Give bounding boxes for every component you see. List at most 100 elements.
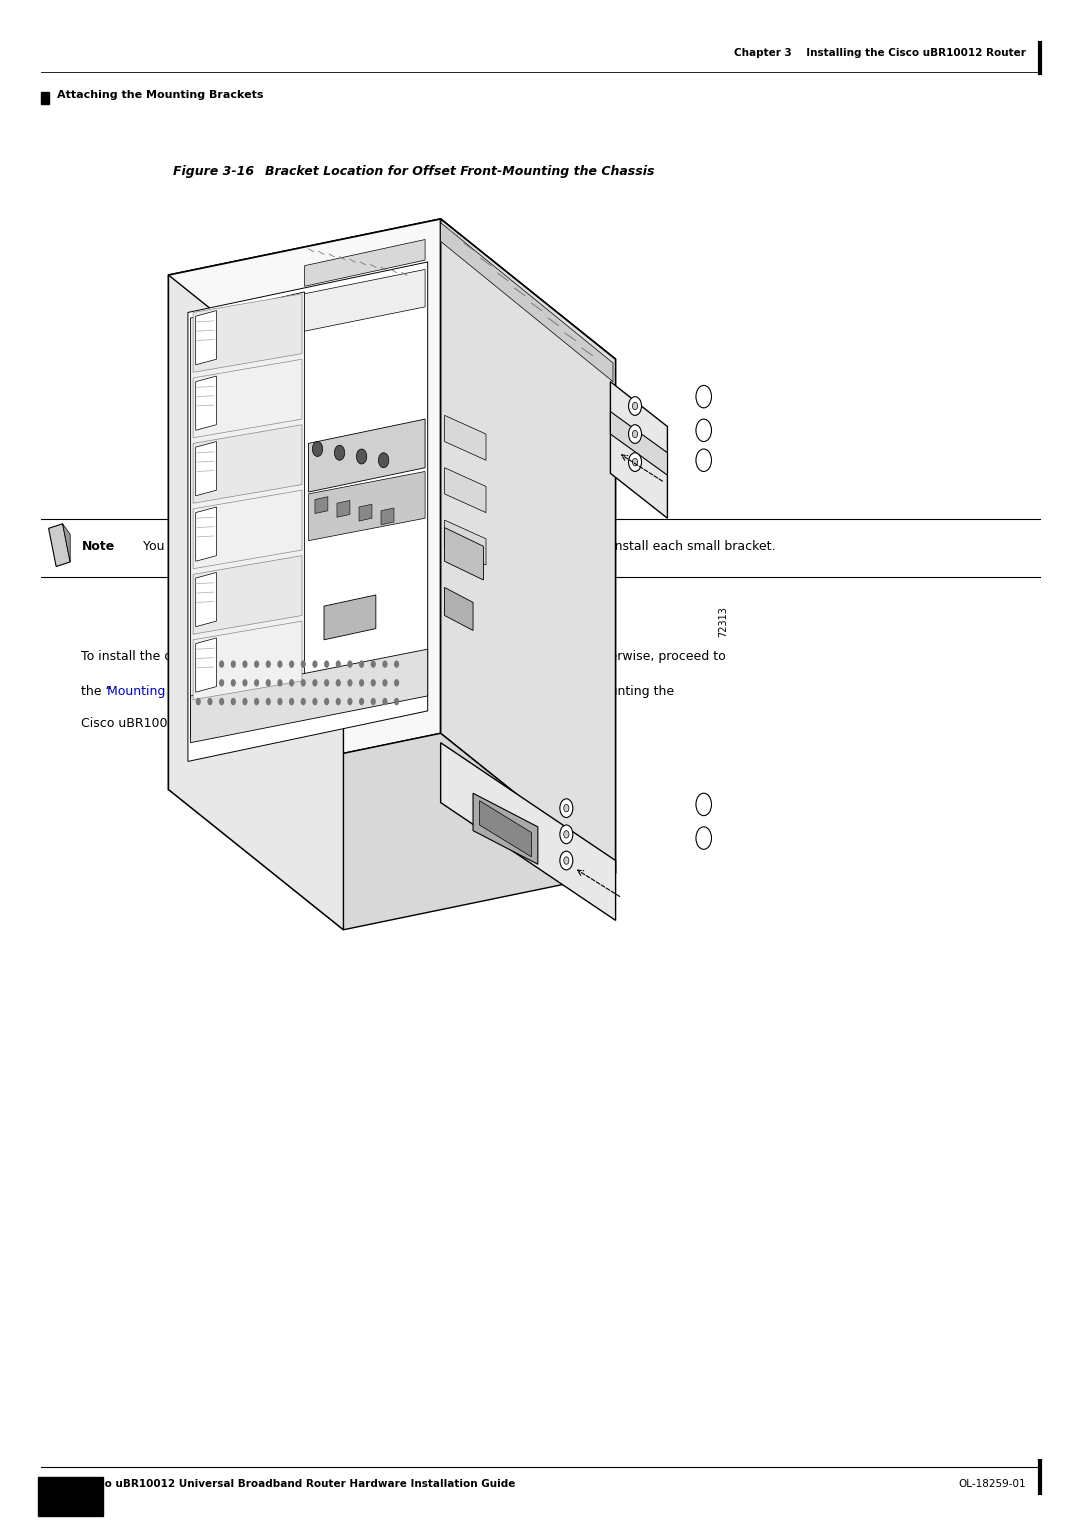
Circle shape (231, 680, 235, 687)
Circle shape (564, 857, 569, 864)
Circle shape (266, 660, 271, 667)
Polygon shape (195, 573, 216, 626)
Circle shape (564, 805, 569, 812)
Circle shape (394, 698, 400, 705)
Circle shape (633, 458, 637, 466)
Polygon shape (610, 412, 667, 475)
Polygon shape (49, 524, 70, 567)
Circle shape (564, 831, 569, 838)
Polygon shape (445, 528, 484, 580)
Circle shape (231, 660, 235, 667)
Circle shape (300, 660, 306, 667)
Text: for instructions on mounting the: for instructions on mounting the (468, 686, 674, 698)
Text: 3-20: 3-20 (55, 1490, 85, 1503)
Circle shape (696, 828, 712, 849)
Text: Cisco uBR10012 Universal Broadband Router Hardware Installation Guide: Cisco uBR10012 Universal Broadband Route… (81, 1480, 515, 1489)
Circle shape (370, 680, 376, 687)
Circle shape (207, 680, 213, 687)
Circle shape (242, 680, 247, 687)
Polygon shape (309, 418, 426, 492)
Polygon shape (193, 556, 302, 634)
Text: 72313: 72313 (718, 606, 728, 637)
Circle shape (370, 660, 376, 667)
Polygon shape (610, 382, 667, 518)
Polygon shape (441, 218, 616, 873)
Text: Mounting the Chassis in the Rack” section on page 3-22: Mounting the Chassis in the Rack” sectio… (107, 686, 458, 698)
Circle shape (242, 660, 247, 667)
Text: Chapter 3    Installing the Cisco uBR10012 Router: Chapter 3 Installing the Cisco uBR10012 … (734, 49, 1026, 58)
Circle shape (559, 825, 572, 844)
Polygon shape (168, 733, 616, 930)
Circle shape (629, 425, 642, 443)
Circle shape (382, 680, 388, 687)
Text: Figure 3-16: Figure 3-16 (173, 165, 254, 177)
Polygon shape (195, 376, 216, 431)
Circle shape (278, 680, 283, 687)
Circle shape (336, 660, 341, 667)
Polygon shape (195, 310, 216, 365)
Circle shape (336, 680, 341, 687)
Polygon shape (195, 507, 216, 562)
Polygon shape (445, 415, 486, 460)
Polygon shape (381, 508, 394, 525)
Circle shape (378, 452, 389, 467)
Circle shape (696, 385, 712, 408)
Circle shape (359, 698, 364, 705)
Polygon shape (305, 240, 426, 286)
Circle shape (633, 402, 637, 409)
Polygon shape (193, 425, 302, 504)
Circle shape (394, 660, 400, 667)
Circle shape (312, 441, 323, 457)
Bar (41, 92, 49, 104)
Circle shape (370, 698, 376, 705)
Circle shape (207, 660, 213, 667)
Polygon shape (445, 521, 486, 565)
Circle shape (324, 698, 329, 705)
Polygon shape (480, 800, 531, 857)
Circle shape (195, 680, 201, 687)
Circle shape (559, 799, 572, 817)
Circle shape (348, 680, 352, 687)
Circle shape (289, 680, 294, 687)
Circle shape (195, 660, 201, 667)
Circle shape (382, 698, 388, 705)
Polygon shape (168, 275, 343, 930)
Circle shape (231, 698, 235, 705)
Circle shape (219, 698, 225, 705)
Polygon shape (168, 218, 441, 789)
Text: Cisco uBR10012 chassis in the equipment or telco rack.: Cisco uBR10012 chassis in the equipment … (81, 718, 431, 730)
Circle shape (289, 660, 294, 667)
Circle shape (324, 660, 329, 667)
Text: Note: Note (82, 541, 116, 553)
Circle shape (394, 680, 400, 687)
Circle shape (254, 698, 259, 705)
Circle shape (696, 418, 712, 441)
Bar (38, 1477, 103, 1516)
Polygon shape (315, 496, 328, 513)
Polygon shape (337, 501, 350, 518)
Text: Attaching the Mounting Brackets: Attaching the Mounting Brackets (57, 90, 264, 99)
Circle shape (359, 680, 364, 687)
Circle shape (312, 660, 318, 667)
Circle shape (266, 698, 271, 705)
Text: Bracket Location for Offset Front-Mounting the Chassis: Bracket Location for Offset Front-Mounti… (265, 165, 654, 177)
Polygon shape (193, 293, 302, 373)
Polygon shape (190, 649, 428, 742)
Circle shape (207, 698, 213, 705)
Circle shape (195, 698, 201, 705)
Text: the “: the “ (81, 686, 112, 698)
Polygon shape (445, 588, 473, 631)
Circle shape (254, 680, 259, 687)
Circle shape (219, 680, 225, 687)
Polygon shape (188, 263, 428, 762)
Text: OL-18259-01: OL-18259-01 (958, 1480, 1026, 1489)
Polygon shape (63, 524, 70, 562)
Circle shape (633, 431, 637, 438)
Polygon shape (441, 223, 613, 382)
Circle shape (278, 698, 283, 705)
Circle shape (266, 680, 271, 687)
Circle shape (242, 698, 247, 705)
Polygon shape (473, 793, 538, 864)
Polygon shape (441, 742, 616, 921)
Circle shape (335, 446, 345, 460)
